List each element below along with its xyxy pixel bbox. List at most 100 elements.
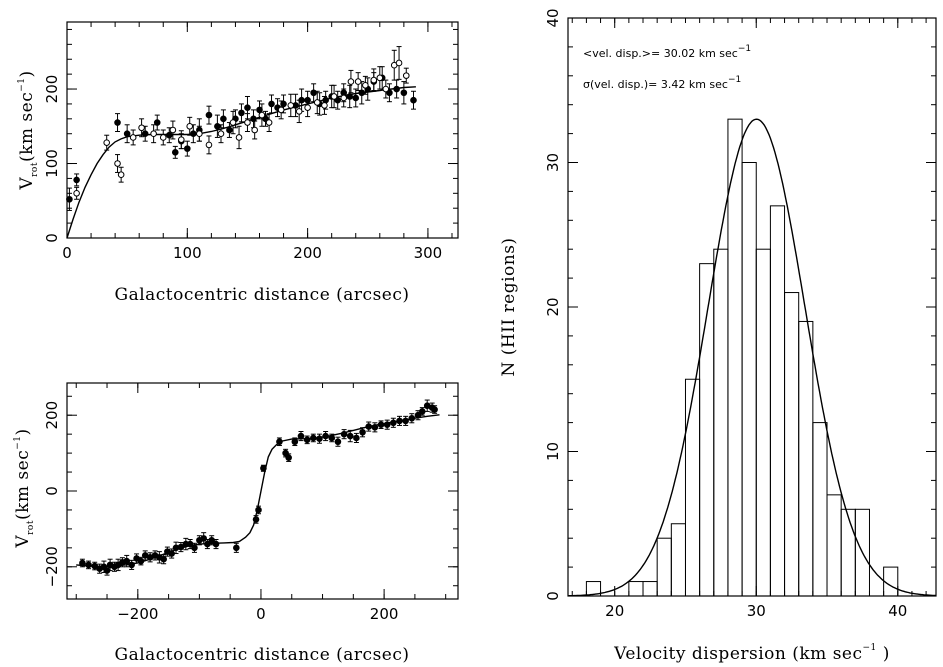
histogram-bar (826, 494, 842, 597)
top-filled-point (73, 176, 80, 184)
top-open-point (244, 119, 251, 126)
top-plot-frame (66, 21, 459, 239)
top-open-point (177, 136, 185, 143)
top-open-point (402, 72, 410, 79)
top-open-point (321, 102, 328, 109)
bottom-filled-point (212, 540, 220, 548)
top-open-point (347, 78, 355, 85)
top-filled-point (352, 94, 360, 102)
top-filled-point (66, 195, 73, 203)
bottom-filled-point (177, 543, 185, 551)
bottom-filled-point (128, 561, 135, 569)
top-open-point (265, 119, 273, 126)
histogram-gaussian-fit (567, 118, 937, 597)
top-y-tick-label: 100 (43, 149, 61, 178)
top-open-point (114, 160, 121, 167)
gaussian-fit-line (567, 118, 937, 597)
bottom-y-tick-label: −200 (43, 546, 61, 587)
top-open-point (205, 141, 213, 149)
histogram-bar (812, 422, 828, 597)
bottom-filled-point (291, 438, 299, 446)
top-filled-point (238, 109, 245, 117)
bottom-filled-point (252, 516, 260, 523)
top-open-point (129, 134, 137, 141)
top-open-point (362, 82, 369, 89)
histogram-bar (713, 248, 729, 597)
bottom-filled-point (282, 449, 289, 457)
bottom-filled-point (233, 544, 240, 552)
bottom-filled-point (334, 438, 342, 446)
top-data-points (66, 46, 417, 211)
bottom-filled-point (79, 559, 86, 567)
top-axis-ticks: 0 100 200 300 0 100 200 (43, 22, 458, 262)
histogram-bar (755, 248, 771, 597)
top-x-axis-label: Galactocentric distance (arcsec) (114, 285, 409, 305)
histogram-bar (798, 320, 814, 597)
bottom-filled-point (402, 417, 409, 425)
top-filled-point (400, 89, 408, 97)
bottom-filled-point (377, 421, 385, 428)
bottom-filled-point (309, 434, 317, 442)
hist-y-tick-label: 20 (544, 297, 562, 316)
bottom-filled-point (186, 540, 194, 548)
bottom-filled-point (276, 438, 283, 446)
top-open-point (73, 190, 80, 197)
bottom-filled-point (371, 424, 379, 431)
top-filled-point (153, 119, 161, 126)
histogram-bar (883, 566, 899, 597)
hist-x-tick-label: 40 (888, 602, 907, 620)
histogram-bar (684, 378, 701, 597)
top-x-tick-label: 0 (62, 244, 72, 262)
histogram-x-axis-label: Velocity dispersion (km sec−1 ) (613, 643, 890, 664)
hist-y-tick-label: 10 (544, 442, 562, 461)
hist-x-tick-label: 30 (747, 602, 766, 620)
bottom-filled-point (137, 557, 145, 565)
bottom-filled-point (408, 414, 416, 422)
top-open-point (354, 78, 362, 85)
bottom-filled-point (316, 435, 323, 443)
bottom-filled-point (85, 561, 92, 569)
top-filled-point (322, 96, 329, 104)
bottom-x-tick-label: −200 (117, 605, 158, 623)
top-y-tick-label: 0 (43, 233, 61, 243)
mean-dispersion-annotation: <vel. disp.>= 30.02 km sec−1 (583, 44, 751, 60)
top-filled-point (268, 100, 275, 108)
bottom-filled-point (359, 428, 366, 436)
hist-y-tick-label: 40 (544, 8, 562, 27)
top-filled-point (346, 93, 354, 100)
histogram-bar (840, 508, 856, 597)
histogram-bar (628, 581, 644, 597)
bottom-filled-point (91, 562, 99, 570)
top-x-tick-label: 200 (293, 244, 322, 262)
top-open-point (330, 93, 338, 100)
bottom-filled-point (328, 434, 336, 442)
top-filled-point (410, 96, 417, 104)
bottom-filled-point (383, 421, 391, 428)
top-open-point (138, 124, 145, 132)
top-open-point (277, 106, 285, 114)
top-open-point (117, 171, 125, 178)
top-x-tick-label: 100 (173, 244, 202, 262)
bottom-filled-point (204, 540, 211, 548)
bottom-filled-point (200, 535, 207, 542)
histogram-bars (585, 118, 899, 597)
bottom-x-axis-label: Galactocentric distance (arcsec) (114, 645, 409, 665)
rotation-curve-bottom-panel: −200 0 200 −200 0 200 Galactocentric distance… (13, 382, 459, 665)
bottom-filled-point (340, 430, 348, 438)
top-open-point (186, 122, 194, 130)
bottom-axis-ticks: −200 0 200 −200 0 200 (43, 383, 458, 623)
top-open-point (258, 111, 266, 119)
bottom-filled-point (297, 432, 305, 440)
hist-y-tick-label: 30 (544, 153, 562, 172)
bottom-filled-point (431, 406, 438, 413)
bottom-filled-point (191, 544, 198, 552)
bottom-filled-point (322, 432, 329, 440)
top-open-point (395, 59, 403, 67)
top-open-point (287, 102, 295, 109)
top-open-point (235, 134, 243, 141)
top-filled-point (123, 130, 131, 138)
top-open-point (229, 119, 237, 126)
top-filled-point (171, 149, 179, 156)
histogram-bar (642, 581, 658, 597)
